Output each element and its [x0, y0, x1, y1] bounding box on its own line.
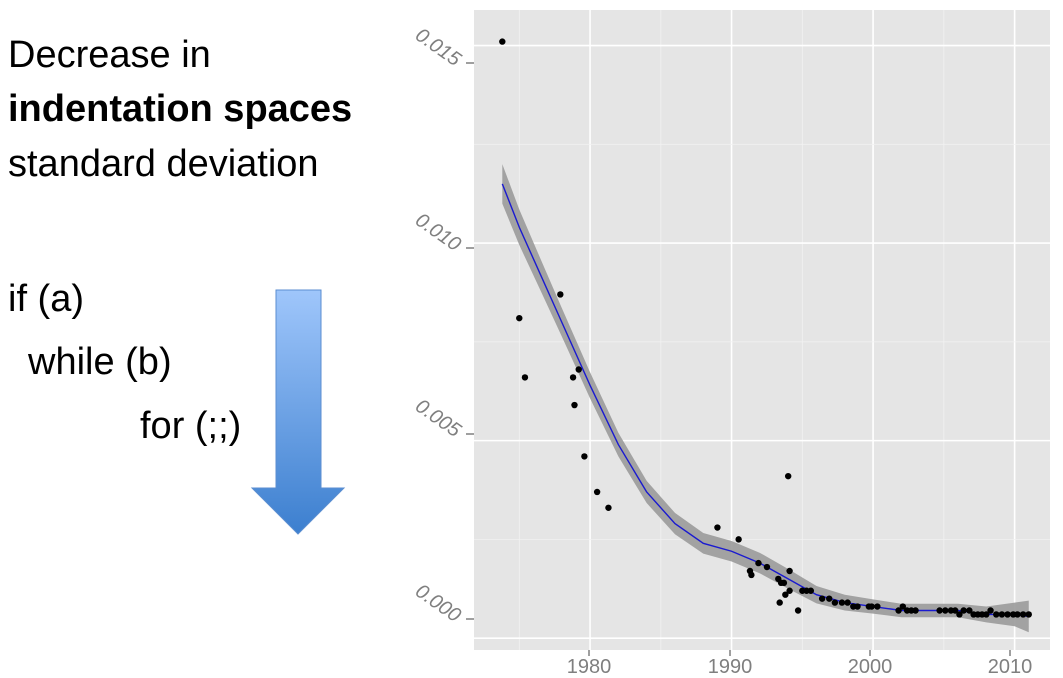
data-point	[569, 374, 577, 381]
data-point	[593, 488, 601, 496]
data-point	[748, 571, 755, 579]
x-tick-label-1: 1990	[708, 656, 753, 678]
y-tick-label-1: 0.005	[411, 395, 465, 442]
data-point	[571, 401, 578, 409]
x-tick-label-2: 2000	[848, 656, 893, 678]
data-point	[998, 611, 1006, 618]
data-point	[956, 611, 963, 618]
data-point	[854, 603, 861, 610]
y-tick-label-3: 0.015	[411, 24, 465, 71]
data-point	[786, 567, 793, 575]
data-point	[807, 587, 815, 594]
data-point	[499, 38, 506, 45]
data-point	[784, 472, 792, 480]
down-arrow-icon	[250, 289, 346, 535]
data-point	[557, 291, 564, 298]
data-point	[581, 453, 588, 460]
y-axis: 0.000 0.005 0.010 0.015	[411, 24, 474, 627]
code-line-if: if (a)	[8, 278, 84, 320]
data-point	[786, 587, 793, 594]
data-point	[516, 314, 523, 322]
data-point	[983, 611, 990, 618]
data-point	[831, 599, 839, 606]
x-tick-label-3: 2010	[988, 656, 1033, 678]
grid-lines	[474, 10, 1050, 650]
data-point	[1014, 611, 1021, 618]
data-point	[714, 524, 721, 531]
data-point	[776, 599, 783, 606]
data-point	[960, 607, 967, 614]
title-line-1: Decrease in	[8, 34, 211, 76]
data-point	[782, 591, 789, 598]
data-point	[838, 599, 846, 606]
data-point	[895, 607, 902, 614]
y-tick-label-2: 0.010	[411, 209, 465, 256]
data-point	[1004, 611, 1011, 618]
data-point	[763, 563, 771, 571]
data-point	[936, 607, 943, 614]
data-point	[987, 607, 994, 614]
data-point	[1025, 611, 1032, 618]
data-point	[951, 607, 959, 614]
code-line-for: for (;;)	[140, 405, 242, 447]
data-point	[826, 595, 833, 602]
data-point	[605, 504, 612, 511]
title-line-2: indentation spaces	[8, 88, 353, 130]
data-point	[966, 607, 973, 614]
data-point	[575, 366, 582, 373]
data-point	[818, 595, 826, 602]
data-point	[735, 536, 742, 543]
data-point	[942, 607, 949, 614]
data-point	[899, 603, 907, 610]
title-line-3: standard deviation	[8, 143, 319, 185]
data-point	[912, 607, 919, 614]
y-tick-label-0: 0.000	[411, 580, 465, 627]
data-point	[521, 374, 529, 381]
data-point	[874, 603, 881, 610]
x-axis: 1980 1990 2000 2010	[567, 650, 1033, 678]
data-point	[794, 607, 802, 614]
data-point	[993, 611, 1000, 618]
data-point	[780, 579, 788, 587]
data-points	[499, 38, 1032, 618]
code-line-while: while (b)	[28, 341, 172, 383]
data-point	[755, 559, 762, 567]
data-point	[844, 599, 851, 606]
data-point	[1019, 611, 1027, 618]
data-point	[868, 603, 875, 610]
x-tick-label-0: 1980	[567, 656, 612, 678]
